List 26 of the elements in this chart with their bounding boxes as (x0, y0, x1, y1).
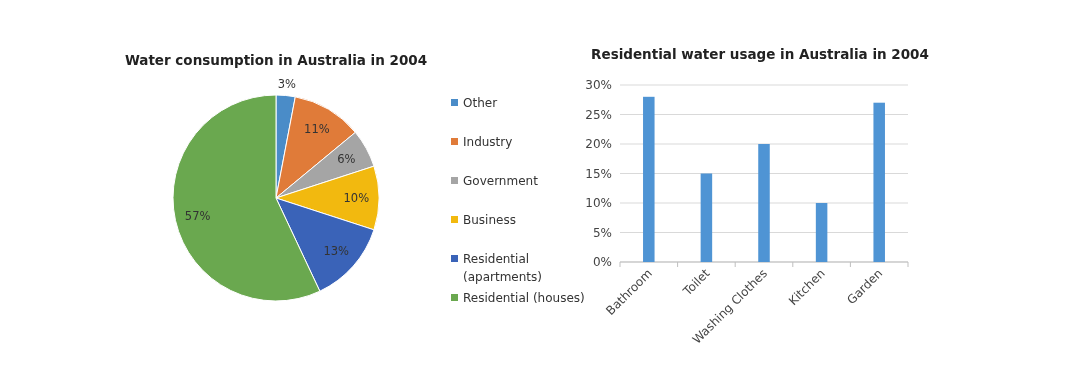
bar (758, 144, 770, 262)
data-label: 13% (323, 244, 350, 259)
y-tick-label: 0% (592, 255, 612, 270)
chart-title: Residential water usage in Australia in 2004 (591, 46, 929, 62)
legend-label: Other (463, 96, 498, 111)
bar (700, 173, 713, 262)
legend-label: Residential (apartments) (463, 252, 542, 284)
y-tick-label: 25% (585, 107, 612, 122)
data-label: 11% (304, 121, 330, 136)
legend-label: Residential (houses) (463, 291, 585, 306)
y-tick-label: 5% (592, 225, 612, 240)
data-label: 6% (337, 152, 356, 167)
data-label: 57% (184, 208, 211, 223)
y-tick-label: 30% (585, 78, 612, 93)
legend-label: Business (463, 213, 516, 228)
legend-label: Government (463, 174, 539, 189)
bar (643, 96, 655, 262)
legend-label: Industry (463, 135, 513, 150)
bar (815, 203, 828, 262)
data-label: 10% (343, 191, 370, 206)
y-tick-label: 10% (585, 196, 612, 211)
y-tick-label: 15% (585, 166, 612, 181)
bar (873, 102, 885, 262)
chart-title: Water consumption in Australia in 2004 (124, 52, 428, 68)
y-tick-label: 20% (585, 137, 612, 152)
data-label: 3% (277, 76, 297, 91)
